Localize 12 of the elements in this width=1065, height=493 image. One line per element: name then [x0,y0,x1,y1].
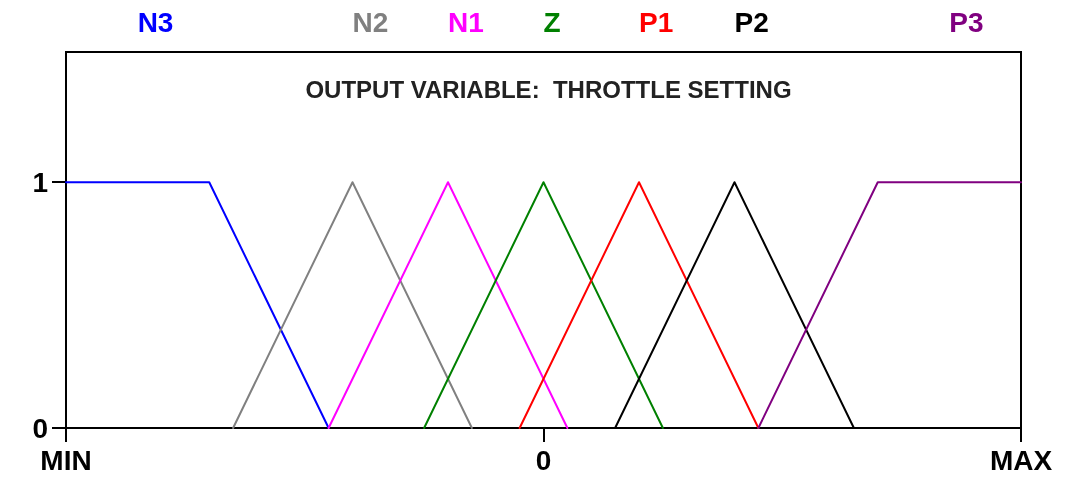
text: N1 [448,6,484,38]
y-tick-label: 1 [32,166,48,198]
x-tick-label: 0 [535,444,552,476]
text: N3 [137,6,174,38]
text: N2 [352,6,389,38]
text: P3 [949,6,984,38]
text: Z [543,6,561,38]
text: P1 [639,6,674,38]
x-tick-label: MAX [989,444,1053,476]
text: P2 [734,6,769,38]
text: OUTPUT VARIABLE: THROTTLE SETTING [305,75,792,103]
x-tick-label: MIN [40,444,92,476]
